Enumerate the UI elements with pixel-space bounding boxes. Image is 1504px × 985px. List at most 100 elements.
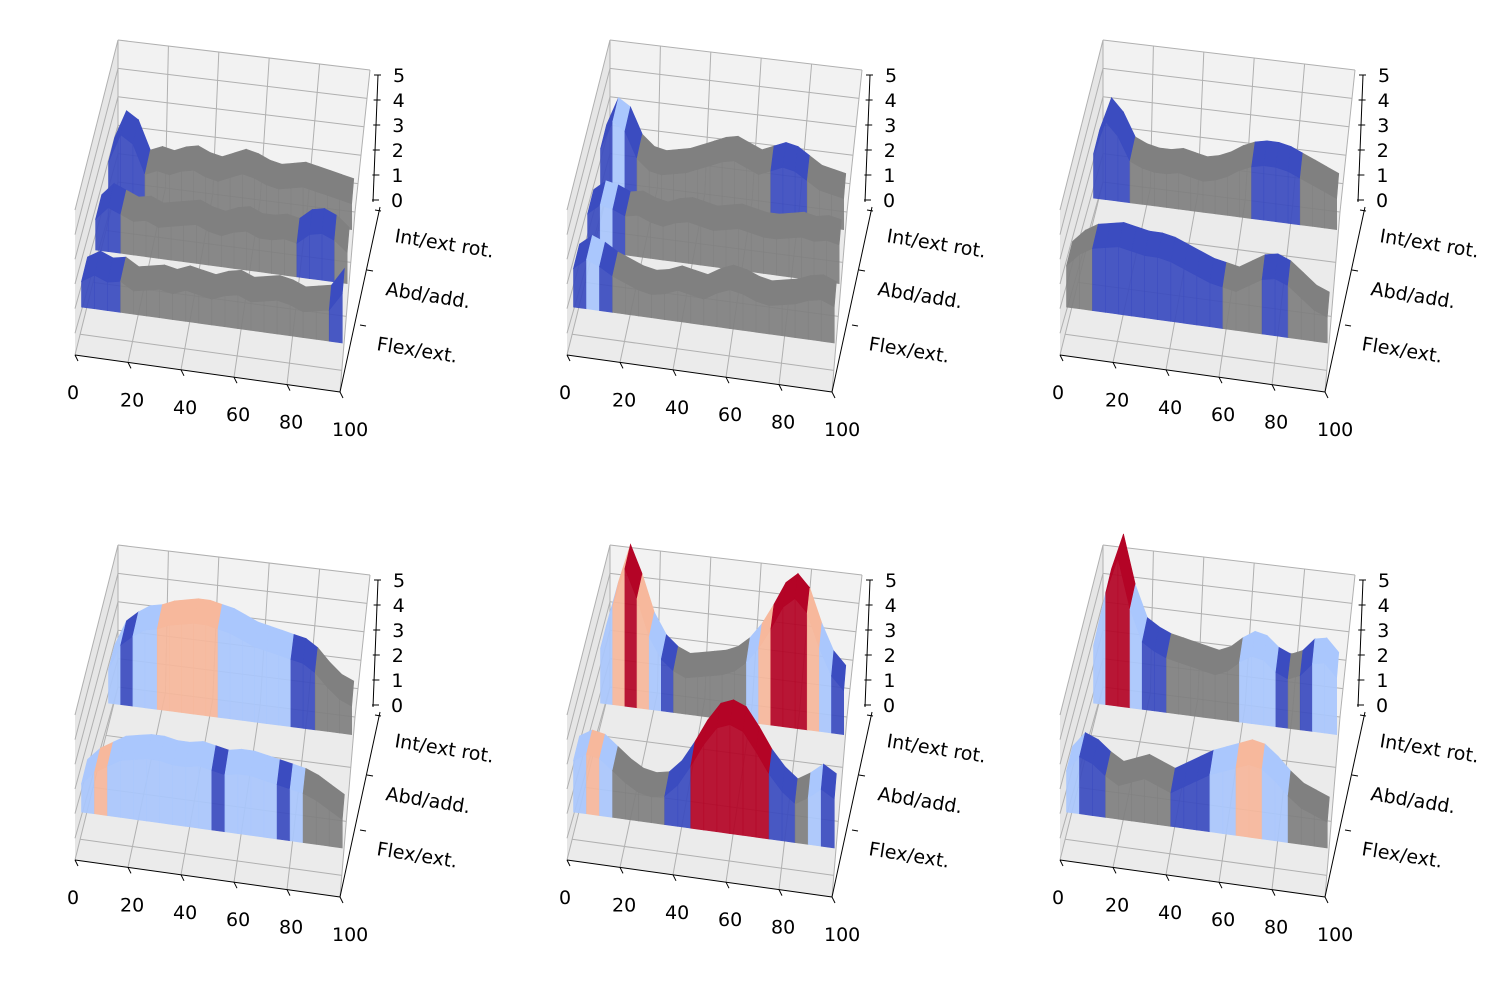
y-category-label: Abd/add. [384, 278, 472, 313]
z-tick-label: 4 [393, 90, 405, 112]
surface-facet [198, 294, 213, 326]
grid-line [609, 572, 860, 604]
z-tick-label: 2 [1377, 645, 1389, 667]
surface-facet [276, 784, 291, 842]
x-tick [339, 391, 344, 399]
surface-facet [183, 224, 197, 264]
z-tick-label: 1 [1376, 165, 1388, 187]
grid-line [74, 544, 119, 716]
surface-abd-add- [587, 180, 842, 284]
surface-facet [339, 698, 353, 735]
surface-facet [1154, 650, 1167, 713]
surface-facet [146, 758, 160, 824]
surface-facet [328, 809, 343, 849]
x-tick-label: 20 [120, 894, 144, 916]
surface-facet [1183, 268, 1198, 326]
surface-facet [1222, 286, 1237, 331]
surface-facet [1131, 778, 1145, 824]
z-tick-label: 4 [885, 595, 897, 617]
x-tick-label: 100 [332, 419, 368, 441]
z-tick-label: 0 [1376, 190, 1388, 212]
surface-facet [321, 233, 335, 283]
surface-facet [820, 299, 835, 344]
z-axis-line [1357, 74, 1364, 203]
y-tick [374, 714, 382, 717]
surface-facet [196, 224, 210, 266]
x-tick-label: 60 [718, 909, 742, 931]
grid-line [1324, 716, 1341, 898]
x-tick [339, 896, 344, 904]
x-tick-label: 0 [559, 887, 571, 909]
surface-plot-top-left: 0 20 40 60 80 100 5 4 3 2 1 0 Int/ext rot. Abd/add. Fl… [67, 39, 496, 441]
y-category-label: Flex/ext. [1360, 838, 1444, 872]
z-tick-label: 1 [391, 670, 403, 692]
surface-plot-top-center: 0 20 40 60 80 100 5 4 3 2 1 0 Int/ext rot. Abd/add. Fl… [559, 39, 988, 441]
x-tick-label: 80 [1264, 412, 1288, 434]
grid-line [74, 39, 119, 211]
y-tick [851, 829, 859, 832]
z-tick-label: 3 [1377, 620, 1389, 642]
surface-facet [781, 303, 796, 338]
surface-facet [1196, 275, 1211, 328]
surface-facet [1239, 166, 1252, 219]
surface-facet [278, 654, 292, 728]
x-tick-label: 40 [173, 397, 197, 419]
y-tick [1359, 714, 1367, 717]
surface-facet [750, 232, 764, 274]
surface-facet [763, 236, 777, 276]
surface-facet [250, 300, 265, 333]
z-axis-line [372, 579, 379, 708]
surface-facet [1248, 279, 1263, 335]
surface-facet [1079, 756, 1093, 816]
x-tick [831, 896, 836, 904]
surface-facet [729, 724, 744, 836]
surface-facet [1261, 768, 1276, 842]
surface-facet [1299, 663, 1313, 732]
surface-facet [1183, 780, 1198, 831]
x-tick-label: 80 [279, 917, 303, 939]
grid-line [566, 96, 611, 260]
grid-line [1102, 544, 1356, 576]
y-tick [866, 714, 874, 717]
x-tick [778, 889, 783, 896]
surface-facet [826, 240, 840, 284]
x-tick [1271, 889, 1276, 896]
y-tick [866, 209, 874, 212]
surface-facet [224, 294, 239, 329]
surface-facet [801, 236, 815, 281]
surface-facet [725, 228, 739, 271]
x-tick [566, 859, 571, 867]
y-category-label: Flex/ext. [867, 838, 951, 872]
grid-line [831, 716, 848, 898]
surface-facet [284, 238, 298, 278]
surface-facet [193, 622, 207, 717]
surface-facet [700, 225, 714, 268]
y-tick [1351, 774, 1359, 777]
z-tick-label: 2 [392, 140, 404, 162]
surface-int-ext-rot- [108, 598, 355, 735]
x-tick [1324, 391, 1329, 399]
surface-facet [158, 226, 172, 261]
x-tick-label: 20 [612, 894, 636, 916]
surface-facet [144, 628, 158, 710]
y-tick [359, 324, 367, 327]
surface-facet [81, 274, 95, 310]
surface-facet [1202, 670, 1216, 720]
surface-facet [146, 289, 160, 319]
surface-facet [254, 646, 267, 724]
surface-flex-ext- [80, 734, 345, 849]
grid-line [1102, 96, 1350, 128]
surface-facet [586, 259, 600, 311]
x-tick-label: 40 [665, 902, 689, 924]
surface-facet [755, 300, 770, 335]
x-tick-label: 60 [718, 404, 742, 426]
x-tick [286, 384, 291, 391]
y-axis-line [1324, 206, 1366, 393]
surface-facet [120, 635, 134, 707]
surface-facet [1202, 179, 1216, 215]
chart-panel-bottom-left: 0 20 40 60 80 100 5 4 3 2 1 0 Int/ext rot. Abd/add. Fl… [40, 525, 520, 985]
surface-facet [181, 622, 194, 715]
surface-facet [1209, 282, 1224, 329]
x-tick [180, 874, 185, 882]
